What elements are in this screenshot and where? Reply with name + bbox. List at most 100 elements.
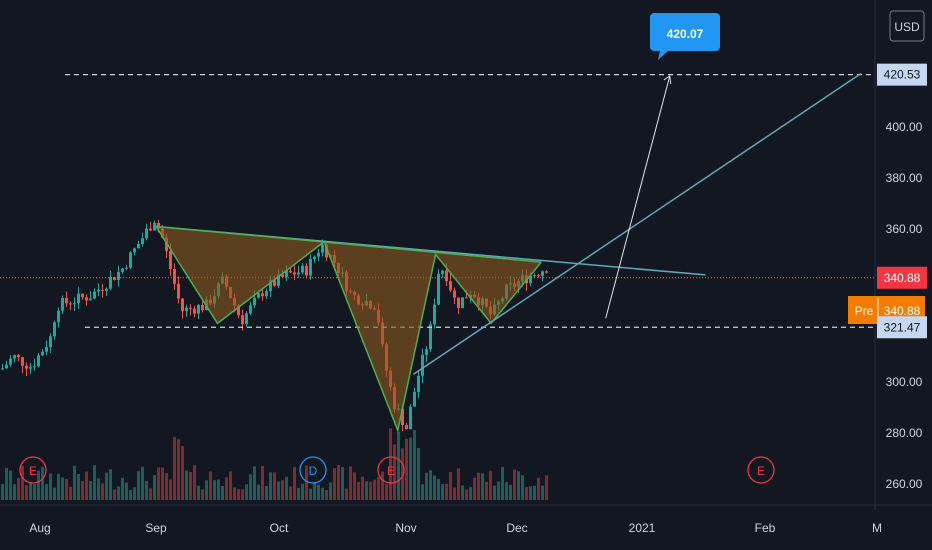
- volume-bar: [93, 465, 96, 500]
- candle-body: [421, 354, 424, 376]
- volume-bar: [5, 468, 8, 500]
- time-axis[interactable]: Aug Sep Oct Nov Dec 2021 Feb M: [29, 521, 882, 535]
- volume-bar: [197, 485, 200, 500]
- volume-bar: [317, 484, 320, 500]
- volume-bar: [77, 473, 80, 500]
- volume-bars: [1, 428, 548, 500]
- target-callout[interactable]: 420.07: [650, 13, 720, 60]
- candle-body: [141, 238, 144, 245]
- candle-body: [273, 280, 276, 286]
- earnings-marker-jan[interactable]: E: [747, 456, 775, 484]
- price-tick-label: 300.00: [886, 375, 923, 389]
- candle-body: [445, 270, 448, 282]
- volume-bar: [477, 472, 480, 500]
- earnings-marker-circle: [19, 456, 47, 484]
- volume-bar: [253, 466, 256, 500]
- candle-body: [89, 298, 92, 301]
- volume-bar: [249, 474, 252, 500]
- candle-body: [13, 355, 16, 359]
- volume-bar: [289, 486, 292, 500]
- volume-bar: [457, 468, 460, 500]
- earnings-marker-aug[interactable]: E: [19, 456, 47, 484]
- earnings-marker-circle: [377, 456, 405, 484]
- volume-bar: [485, 481, 488, 500]
- time-tick-label: Nov: [395, 521, 416, 535]
- support-price-label: 321.47: [877, 316, 927, 339]
- candle-body: [149, 228, 152, 231]
- candle-body: [305, 265, 308, 276]
- volume-bar: [133, 487, 136, 500]
- volume-bar: [381, 471, 384, 500]
- volume-bar: [421, 484, 424, 500]
- volume-bar: [425, 472, 428, 500]
- volume-bar: [305, 465, 308, 500]
- candle-body: [277, 274, 280, 286]
- price-tick-label: 400.00: [886, 120, 923, 134]
- support-price-text: 321.47: [884, 320, 921, 334]
- candle-body: [33, 366, 36, 368]
- price-tick-label: 260.00: [886, 477, 923, 491]
- candle-body: [417, 375, 420, 392]
- volume-bar: [29, 482, 32, 500]
- volume-bar: [69, 486, 72, 500]
- volume-bar: [509, 484, 512, 500]
- candle-body: [257, 293, 260, 298]
- earnings-marker-oct[interactable]: E: [377, 456, 405, 484]
- volume-bar: [17, 477, 20, 500]
- volume-bar: [129, 489, 132, 500]
- candle-body: [405, 425, 408, 430]
- ascending-trendline[interactable]: [412, 72, 862, 375]
- volume-bar: [329, 482, 332, 500]
- candle-body: [313, 256, 316, 259]
- candle-body: [85, 297, 88, 301]
- candle-body: [97, 289, 100, 292]
- head-shoulders-pattern[interactable]: [155, 226, 542, 434]
- price-axis[interactable]: 260.00280.00300.00320.00340.00360.00380.…: [886, 120, 923, 491]
- candle-body: [541, 271, 544, 276]
- volume-bar: [269, 472, 272, 500]
- dividend-marker-oct[interactable]: D: [299, 456, 327, 484]
- projection-arrow[interactable]: [605, 75, 671, 319]
- candle-body: [529, 275, 532, 284]
- volume-bar: [181, 446, 184, 500]
- volume-bar: [537, 477, 540, 500]
- price-tick-label: 380.00: [886, 171, 923, 185]
- candle-body: [325, 244, 328, 258]
- candle-body: [465, 297, 468, 299]
- target-price-tag: [877, 63, 927, 86]
- volume-bar: [245, 484, 248, 500]
- candle-body: [9, 358, 12, 365]
- last-price-text: 340.88: [884, 271, 921, 285]
- currency-button[interactable]: USD: [889, 10, 925, 42]
- volume-bar: [333, 468, 336, 500]
- volume-bar: [301, 483, 304, 500]
- volume-bar: [397, 431, 400, 500]
- volume-bar: [345, 488, 348, 500]
- volume-bar: [241, 489, 244, 500]
- candle-body: [5, 364, 8, 369]
- candle-body: [197, 305, 200, 314]
- candle-body: [157, 222, 160, 229]
- volume-bar: [541, 485, 544, 500]
- candle-body: [185, 307, 188, 312]
- volume-bar: [137, 471, 140, 500]
- candle-body: [25, 365, 28, 369]
- premarket-tag-label: Pre: [855, 304, 874, 318]
- candle-body: [21, 357, 24, 366]
- time-tick-label: 2021: [629, 521, 656, 535]
- candle-body: [433, 304, 436, 325]
- volume-bar: [161, 467, 164, 500]
- volume-bar: [337, 465, 340, 500]
- volume-bar: [233, 487, 236, 500]
- volume-bar: [469, 487, 472, 500]
- volume-bar: [53, 487, 56, 500]
- earnings-marker-label: E: [757, 464, 765, 478]
- volume-bar: [309, 488, 312, 500]
- volume-bar: [97, 478, 100, 500]
- volume-bar: [481, 473, 484, 500]
- volume-bar: [313, 482, 316, 500]
- volume-bar: [293, 466, 296, 500]
- earnings-marker-circle: [747, 456, 775, 484]
- time-tick-label: Dec: [506, 521, 527, 535]
